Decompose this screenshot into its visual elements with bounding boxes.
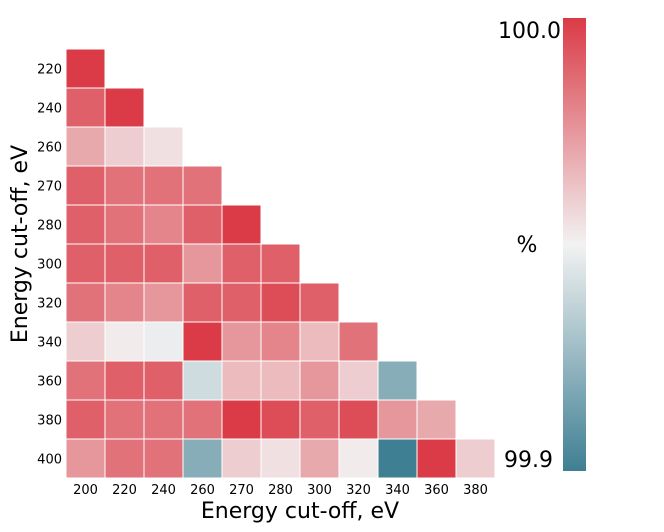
heatmap-cell-400-260: [182, 438, 223, 479]
x-tick-label: 300: [307, 483, 332, 498]
heatmap-cell-380-300: [299, 399, 340, 440]
heatmap-cell-380-220: [104, 399, 145, 440]
heatmap-cell-340-260: [182, 321, 223, 362]
heatmap-cell-380-200: [65, 399, 106, 440]
colorbar-min-label: 99.9: [504, 448, 553, 473]
heatmap-cell-340-240: [143, 321, 184, 362]
heatmap-cell-360-270: [221, 360, 262, 401]
heatmap-cell-380-240: [143, 399, 184, 440]
heatmap-cell-340-300: [299, 321, 340, 362]
x-tick-label: 320: [346, 483, 371, 498]
heatmap-cell-320-200: [65, 282, 106, 323]
heatmap-cell-300-280: [260, 243, 301, 284]
y-tick-label: 280: [37, 219, 62, 234]
y-tick-label: 260: [37, 141, 62, 156]
heatmap-cell-320-300: [299, 282, 340, 323]
x-tick-label: 360: [424, 483, 449, 498]
y-tick-label: 400: [37, 453, 62, 468]
colorbar-unit-label: %: [517, 233, 538, 258]
heatmap-cell-240-220: [104, 87, 145, 128]
y-tick-label: 360: [37, 375, 62, 390]
heatmap-cell-360-320: [338, 360, 379, 401]
y-tick-label: 320: [37, 297, 62, 312]
y-tick-label: 300: [37, 258, 62, 273]
x-tick-label: 220: [112, 483, 137, 498]
y-tick-labels: 220 240 260 270 280 300 320 340 360 380 400: [37, 63, 62, 468]
heatmap-cell-300-200: [65, 243, 106, 284]
x-axis-label: Energy cut-off, eV: [201, 499, 399, 524]
heatmap-cell-380-320: [338, 399, 379, 440]
heatmap-cell-320-270: [221, 282, 262, 323]
heatmap-cell-400-340: [377, 438, 418, 479]
x-tick-label: 380: [463, 483, 488, 498]
heatmap-cell-320-240: [143, 282, 184, 323]
heatmap-cell-280-270: [221, 204, 262, 245]
heatmap-cell-360-220: [104, 360, 145, 401]
heatmap-cell-220-200: [65, 48, 106, 89]
y-tick-label: 240: [37, 102, 62, 117]
heatmap-cell-400-300: [299, 438, 340, 479]
heatmap-cell-280-220: [104, 204, 145, 245]
heatmap-cell-270-200: [65, 165, 106, 206]
heatmap-cell-320-260: [182, 282, 223, 323]
heatmap-cell-380-360: [416, 399, 457, 440]
x-tick-labels: 200 220 240 260 270 280 300 320 340 360 380: [73, 483, 488, 498]
heatmap-cell-320-220: [104, 282, 145, 323]
heatmap-cell-380-340: [377, 399, 418, 440]
heatmap-cell-380-280: [260, 399, 301, 440]
heatmap-cell-400-200: [65, 438, 106, 479]
heatmap-cell-340-270: [221, 321, 262, 362]
heatmap-cell-240-200: [65, 87, 106, 128]
heatmap-cell-300-220: [104, 243, 145, 284]
colorbar: [563, 18, 586, 471]
heatmap-cell-400-280: [260, 438, 301, 479]
heatmap-cells: [65, 48, 496, 479]
heatmap-cell-260-220: [104, 126, 145, 167]
x-tick-label: 200: [73, 483, 98, 498]
heatmap-cell-340-220: [104, 321, 145, 362]
heatmap-cell-260-200: [65, 126, 106, 167]
heatmap-cell-400-320: [338, 438, 379, 479]
colorbar-max-label: 100.0: [498, 19, 561, 44]
heatmap-cell-360-200: [65, 360, 106, 401]
heatmap-cell-400-380: [455, 438, 496, 479]
heatmap-cell-340-200: [65, 321, 106, 362]
heatmap-cell-300-260: [182, 243, 223, 284]
heatmap-cell-340-280: [260, 321, 301, 362]
x-tick-label: 280: [268, 483, 293, 498]
y-tick-label: 340: [37, 336, 62, 351]
heatmap-cell-280-260: [182, 204, 223, 245]
heatmap-cell-400-240: [143, 438, 184, 479]
heatmap-cell-400-270: [221, 438, 262, 479]
x-tick-label: 340: [385, 483, 410, 498]
x-tick-label: 240: [151, 483, 176, 498]
heatmap-cell-360-240: [143, 360, 184, 401]
heatmap-cell-260-240: [143, 126, 184, 167]
heatmap-cell-280-240: [143, 204, 184, 245]
heatmap-cell-320-280: [260, 282, 301, 323]
heatmap-cell-340-320: [338, 321, 379, 362]
heatmap-cell-360-300: [299, 360, 340, 401]
heatmap-cell-380-270: [221, 399, 262, 440]
y-tick-label: 220: [37, 63, 62, 78]
heatmap-cell-400-360: [416, 438, 457, 479]
heatmap-cell-360-260: [182, 360, 223, 401]
heatmap-cell-300-270: [221, 243, 262, 284]
heatmap-cell-270-260: [182, 165, 223, 206]
heatmap-cell-280-200: [65, 204, 106, 245]
heatmap-cell-380-260: [182, 399, 223, 440]
heatmap-cell-270-220: [104, 165, 145, 206]
heatmap-cell-300-240: [143, 243, 184, 284]
y-axis-label: Energy cut-off, eV: [8, 145, 33, 343]
y-tick-label: 380: [37, 414, 62, 429]
heatmap-cell-360-280: [260, 360, 301, 401]
heatmap-cell-360-340: [377, 360, 418, 401]
x-tick-label: 260: [190, 483, 215, 498]
heatmap-cell-400-220: [104, 438, 145, 479]
x-tick-label: 270: [229, 483, 254, 498]
y-tick-label: 270: [37, 180, 62, 195]
heatmap-cell-270-240: [143, 165, 184, 206]
